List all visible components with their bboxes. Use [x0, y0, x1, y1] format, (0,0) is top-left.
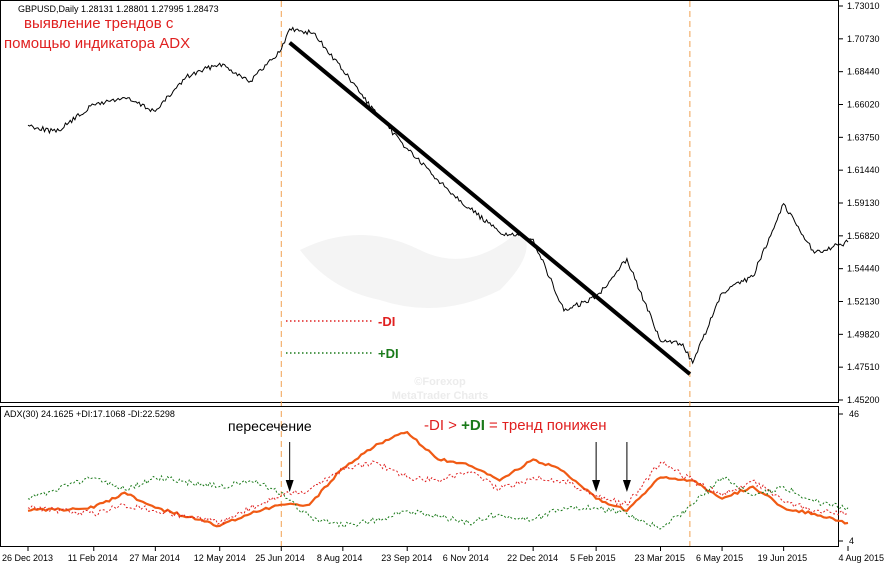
x-tick-label: 8 Aug 2014	[317, 553, 363, 563]
x-tick-label: 19 Jun 2015	[758, 553, 808, 563]
x-tick-label: 6 Nov 2014	[443, 553, 489, 563]
x-tick-label: 4 Aug 2015	[838, 553, 884, 563]
price-pane: GBPUSD,Daily 1.28131 1.28801 1.27995 1.2…	[0, 0, 880, 546]
price-header: GBPUSD,Daily 1.28131 1.28801 1.27995 1.2…	[18, 4, 219, 14]
watermark-logo	[300, 230, 527, 308]
adx-y-tick-label: 4	[849, 536, 854, 546]
title-annotation-line: помощью индикатора ADX	[4, 35, 190, 52]
price-y-tick-label: 1.52130	[847, 297, 880, 307]
x-axis: 26 Dec 2013 11 Feb 2014 27 Mar 2014 12 May …	[2, 546, 884, 563]
price-y-tick-label: 1.63750	[847, 132, 880, 142]
title-annotation: выявление трендов с помощью индикатора AD…	[4, 15, 190, 52]
price-y-tick-label: 1.66020	[847, 100, 880, 110]
title-annotation-line: выявление трендов с	[24, 15, 174, 32]
x-tick-label: 27 Mar 2014	[129, 553, 180, 563]
rule-gt: >	[444, 417, 461, 434]
legend-label: +DI	[378, 346, 399, 361]
watermark-text: MetaTrader Charts	[392, 390, 489, 402]
trendline	[288, 41, 692, 376]
x-tick-label: 12 May 2014	[194, 553, 246, 563]
x-tick-label: 22 Dec 2014	[507, 553, 558, 563]
crossing-arrows	[285, 442, 631, 492]
price-y-tick-label: 1.49820	[847, 329, 880, 339]
crossing-arrowhead	[285, 480, 294, 492]
series-di-line	[27, 474, 849, 530]
price-y-tick-label: 1.45200	[847, 395, 880, 405]
x-tick-label: 25 Jun 2014	[255, 553, 305, 563]
price-y-tick-label: 1.59130	[847, 198, 880, 208]
price-y-tick-label: 1.70730	[847, 34, 880, 44]
adx-pane: ADX(30) 24.1625 +DI:17.1068 -DI:22.5298 …	[0, 406, 859, 547]
rule-eq: =	[485, 417, 502, 434]
rule-minus-di: -DI	[424, 417, 444, 434]
adx-y-tick-label: 46	[849, 409, 859, 419]
x-tick-label: 23 Sep 2014	[381, 553, 432, 563]
vertical-markers	[280, 1, 691, 546]
watermark: ©Forexop MetaTrader Charts	[300, 230, 527, 402]
adx-y-axis: 46 4	[838, 409, 859, 546]
crossing-arrowhead	[622, 480, 631, 492]
price-y-tick-label: 1.56820	[847, 231, 880, 241]
price-line	[27, 26, 849, 365]
price-y-tick-label: 1.61440	[847, 165, 880, 175]
x-tick-label: 26 Dec 2013	[2, 553, 53, 563]
watermark-text: ©Forexop	[414, 376, 466, 388]
x-tick-label: 6 May 2015	[696, 553, 743, 563]
rule-plus-di: +DI	[461, 417, 485, 434]
legend-label: -DI	[378, 314, 395, 329]
adx-series	[27, 430, 849, 530]
legend: -DI +DI	[286, 314, 399, 361]
price-y-tick-label: 1.47510	[847, 362, 880, 372]
adx-header: ADX(30) 24.1625 +DI:17.1068 -DI:22.5298	[4, 409, 175, 419]
rule-annotation: -DI > +DI = тренд понижен	[424, 417, 607, 434]
crossing-label: пересечение	[228, 418, 312, 434]
crossing-arrowhead	[592, 480, 601, 492]
price-y-tick-label: 1.54440	[847, 264, 880, 274]
rule-result: тренд понижен	[502, 417, 607, 434]
x-tick-label: 11 Feb 2014	[68, 553, 118, 563]
trendline-group	[288, 41, 692, 376]
adx-pane-frame	[0, 406, 839, 547]
price-series	[27, 26, 849, 365]
series-di-line	[27, 460, 849, 525]
price-y-tick-label: 1.73010	[847, 1, 880, 11]
price-y-axis: 1.73010 1.70730 1.68440 1.66020 1.63750 1.614…	[838, 1, 880, 405]
price-pane-frame	[0, 0, 839, 403]
price-y-tick-label: 1.68440	[847, 67, 880, 77]
x-tick-label: 23 Mar 2015	[634, 553, 685, 563]
x-tick-label: 5 Feb 2015	[570, 553, 616, 563]
